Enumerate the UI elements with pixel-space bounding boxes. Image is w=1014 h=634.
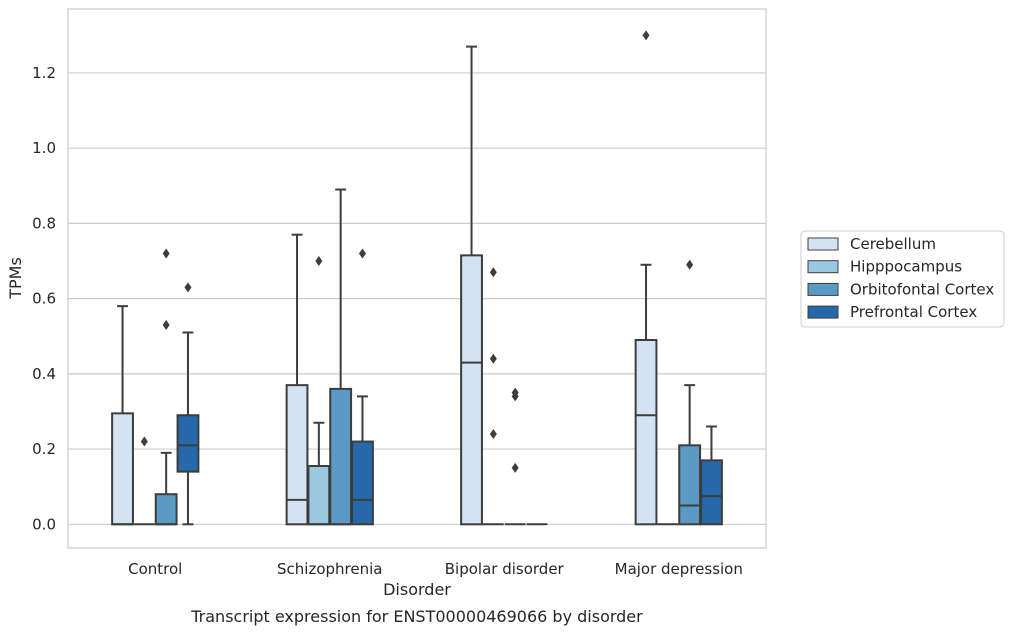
- box: [111, 412, 134, 526]
- series-orbitofontal-cortex: [154, 188, 702, 526]
- series-hipppocampus: [133, 256, 679, 526]
- y-tick-label: 0.2: [32, 440, 56, 458]
- legend-label: Cerebellum: [850, 235, 936, 253]
- outlier-point: [162, 248, 170, 259]
- outlier-point: [642, 30, 650, 41]
- box: [351, 440, 374, 526]
- y-tick-label: 1.2: [32, 64, 56, 82]
- box: [634, 338, 658, 526]
- legend-frame: [800, 230, 1005, 328]
- series-prefrontal-cortex: [176, 248, 723, 526]
- y-tick-label: 0.4: [32, 365, 56, 383]
- legend-label: Hipppocampus: [850, 258, 962, 276]
- y-axis-label: TPMs: [6, 257, 25, 300]
- legend-label: Prefrontal Cortex: [850, 303, 977, 321]
- x-tick-label: Bipolar disorder: [445, 560, 565, 578]
- box: [700, 459, 723, 526]
- box: [460, 254, 483, 526]
- box: [678, 444, 702, 526]
- outlier-point: [358, 248, 366, 259]
- y-tick-label: 1.0: [32, 139, 56, 157]
- legend-label: Orbitofontal Cortex: [850, 280, 994, 298]
- x-tick-label: Major depression: [615, 560, 743, 578]
- box-series-group: [111, 30, 723, 526]
- outlier-point: [686, 259, 694, 270]
- legend: Cerebellum Hipppocampus Orbitofontal Corte…: [800, 230, 1005, 328]
- legend-swatch: [807, 237, 839, 251]
- outlier-point: [489, 429, 497, 440]
- grid-lines: [68, 72, 766, 525]
- legend-swatch: [807, 305, 839, 319]
- x-axis-ticks: Control Schizophrenia Bipolar disorder Majo…: [128, 560, 743, 578]
- x-tick-label: Control: [128, 560, 182, 578]
- y-tick-label: 0.8: [32, 214, 56, 232]
- y-tick-label: 0.0: [32, 515, 56, 533]
- box: [329, 387, 353, 526]
- legend-swatch: [807, 282, 839, 296]
- outlier-point: [511, 387, 519, 398]
- outlier-point: [511, 462, 519, 473]
- figure-caption: Transcript expression for ENST0000046906…: [190, 607, 643, 626]
- legend-swatch: [807, 260, 839, 274]
- series-cerebellum: [111, 30, 658, 526]
- plot-area-frame: [67, 8, 767, 549]
- outlier-point: [315, 256, 323, 267]
- outlier-point: [162, 319, 170, 330]
- x-axis-label: Disorder: [383, 580, 451, 599]
- y-axis-ticks: 0.0 0.2 0.4 0.6 0.8 1.0 1.2: [32, 64, 56, 533]
- box: [176, 414, 200, 473]
- box: [285, 384, 309, 526]
- box: [307, 465, 331, 526]
- y-tick-label: 0.6: [32, 290, 56, 308]
- outlier-point: [489, 267, 497, 278]
- outlier-point: [184, 282, 192, 293]
- outlier-point: [489, 353, 497, 364]
- outlier-point: [140, 436, 148, 447]
- x-tick-label: Schizophrenia: [277, 560, 382, 578]
- box: [154, 493, 178, 526]
